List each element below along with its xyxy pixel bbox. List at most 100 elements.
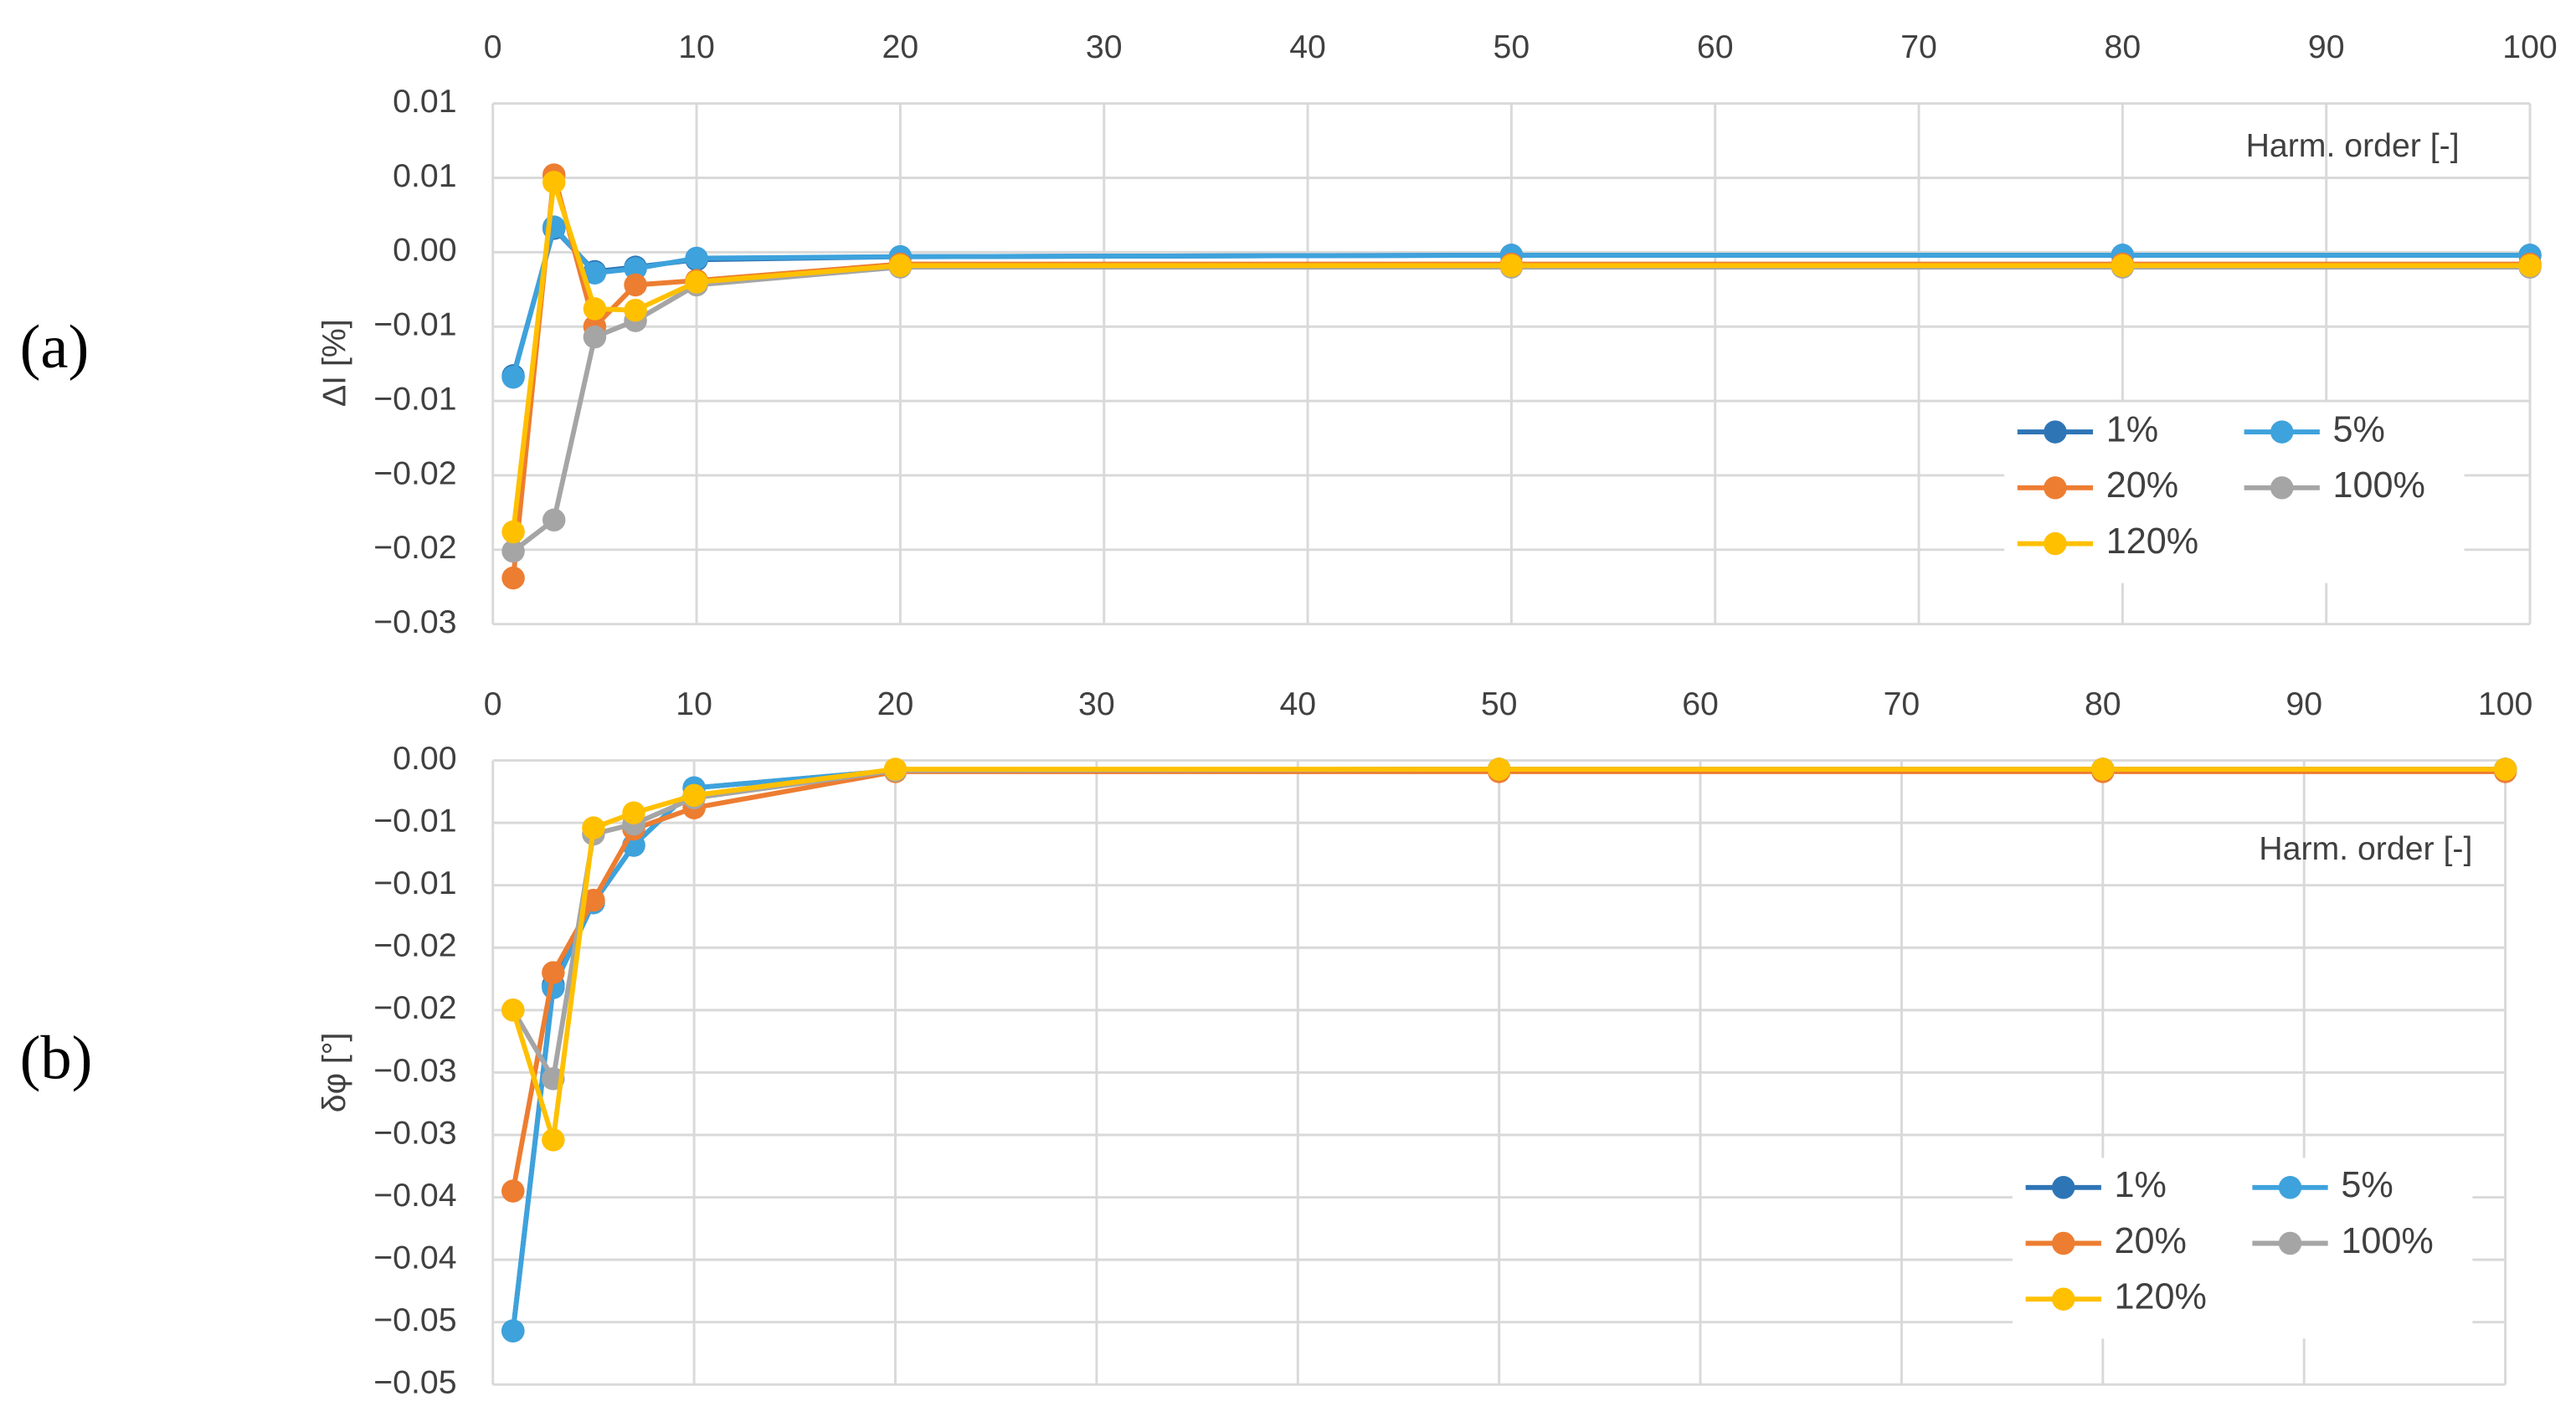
data-point: [542, 508, 566, 532]
y-tick-label: 0.00: [393, 740, 456, 777]
y-tick-label: −0.05: [373, 1364, 456, 1401]
data-point: [542, 171, 566, 194]
data-point: [582, 816, 605, 839]
legend-swatch: [2051, 1176, 2075, 1199]
data-point: [501, 365, 525, 389]
x-tick-label: 100: [2502, 28, 2557, 65]
data-point: [2111, 254, 2135, 278]
legend-swatch: [2044, 531, 2067, 556]
x-tick-label: 0: [484, 28, 502, 65]
data-point: [501, 998, 525, 1022]
y-tick-label: −0.04: [373, 1239, 456, 1276]
data-point: [1487, 757, 1511, 781]
data-point: [682, 783, 706, 808]
x-tick-label: 0: [484, 685, 502, 722]
data-point: [501, 1179, 525, 1203]
y-tick-label: −0.02: [373, 529, 456, 566]
x-tick-label: 70: [1884, 685, 1920, 722]
x-tick-label: 40: [1279, 685, 1316, 722]
x-tick-label: 40: [1289, 28, 1326, 65]
legend-swatch: [2270, 476, 2294, 500]
series-line: [511, 767, 2506, 1081]
legend-label: 5%: [2341, 1165, 2393, 1205]
series-line: [510, 767, 2506, 1142]
legend-label: 20%: [2106, 465, 2178, 506]
data-point: [624, 273, 647, 297]
legend-label: 100%: [2341, 1221, 2433, 1261]
data-point: [2091, 757, 2115, 781]
y-tick-label: −0.01: [373, 306, 456, 343]
y-axis-label: δφ [°]: [316, 1033, 353, 1113]
legend-label: 120%: [2106, 521, 2198, 562]
y-axis-label: ΔI [%]: [316, 319, 353, 407]
legend-swatch: [2270, 420, 2294, 444]
x-tick-label: 30: [1086, 28, 1123, 65]
x-tick-label: 90: [2308, 28, 2345, 65]
y-tick-label: 0.01: [393, 83, 456, 120]
annotation: Harm. order [-]: [2246, 127, 2460, 164]
y-tick-label: −0.03: [373, 603, 456, 640]
data-point: [622, 801, 645, 824]
legend-swatch: [2051, 1231, 2075, 1255]
x-tick-label: 30: [1078, 685, 1115, 722]
x-tick-label: 50: [1481, 685, 1518, 722]
series-line: [510, 769, 2506, 1192]
series-line: [511, 224, 2531, 378]
y-tick-label: 0.00: [393, 232, 456, 269]
y-tick-label: −0.01: [373, 865, 456, 901]
data-point: [2493, 757, 2517, 781]
y-tick-label: −0.01: [373, 802, 456, 839]
data-point: [624, 257, 647, 280]
data-point: [542, 1128, 565, 1152]
x-tick-label: 80: [2085, 685, 2121, 722]
data-point: [685, 246, 708, 270]
data-point: [583, 261, 607, 285]
legend-label: 120%: [2115, 1277, 2207, 1317]
legend-label: 1%: [2106, 410, 2158, 450]
legend-label: 5%: [2333, 410, 2385, 450]
y-tick-label: −0.02: [373, 927, 456, 964]
x-tick-label: 80: [2105, 28, 2142, 65]
data-point: [583, 325, 607, 349]
legend-swatch: [2051, 1287, 2075, 1311]
data-point: [501, 1319, 525, 1342]
data-point: [501, 539, 525, 563]
x-tick-label: 10: [678, 28, 715, 65]
data-point: [542, 961, 565, 984]
x-tick-label: 70: [1900, 28, 1937, 65]
y-tick-label: 0.01: [393, 157, 456, 194]
x-tick-label: 60: [1697, 28, 1734, 65]
legend-swatch: [2044, 420, 2067, 444]
legend-label: 100%: [2333, 465, 2425, 506]
x-tick-label: 50: [1494, 28, 1530, 65]
x-tick-label: 90: [2285, 685, 2322, 722]
y-tick-label: −0.05: [373, 1301, 456, 1338]
y-tick-label: −0.01: [373, 380, 456, 417]
data-point: [888, 254, 913, 278]
panel-label: (b): [20, 1024, 93, 1093]
legend-swatch: [2044, 476, 2067, 500]
y-tick-label: −0.02: [373, 989, 456, 1026]
legend-label: 1%: [2115, 1165, 2167, 1205]
data-point: [1499, 254, 1524, 278]
legend-label: 20%: [2115, 1221, 2187, 1261]
y-tick-label: −0.03: [373, 1052, 456, 1089]
y-tick-label: −0.04: [373, 1177, 456, 1214]
data-point: [501, 520, 525, 544]
legend-swatch: [2278, 1231, 2302, 1255]
data-point: [624, 298, 647, 322]
data-point: [582, 888, 605, 912]
data-point: [583, 297, 607, 321]
data-point: [883, 757, 908, 781]
data-point: [685, 270, 708, 294]
y-tick-label: −0.03: [373, 1114, 456, 1151]
x-tick-label: 100: [2478, 685, 2532, 722]
x-tick-label: 60: [1682, 685, 1719, 722]
x-tick-label: 20: [882, 28, 919, 65]
annotation: Harm. order [-]: [2259, 830, 2472, 867]
y-tick-label: −0.02: [373, 454, 456, 491]
legend-swatch: [2278, 1176, 2302, 1199]
data-point: [2518, 254, 2542, 278]
data-point: [501, 566, 525, 590]
